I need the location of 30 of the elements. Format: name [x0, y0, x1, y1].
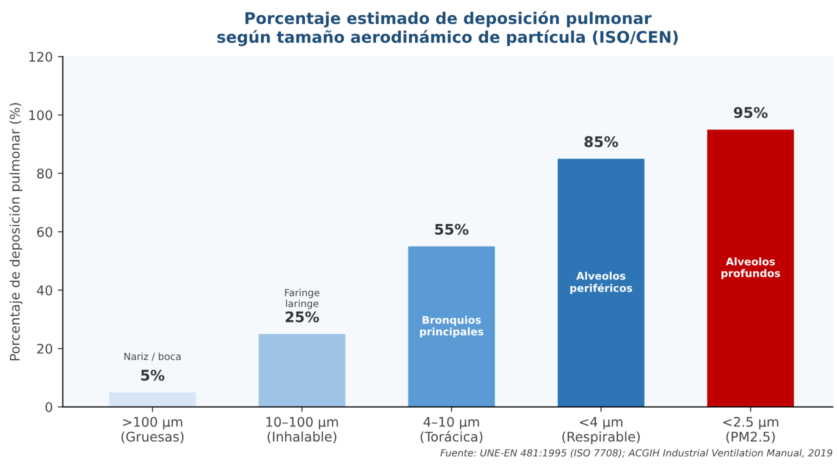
chart-title: Porcentaje estimado de deposición pulmonar según tamaño aerodinámico de partícula (ISO/CEN) — [217, 11, 678, 46]
data-label: 85% — [584, 136, 618, 148]
y-tick-label: 100 — [29, 110, 52, 120]
annotation: Bronquios principales — [420, 316, 484, 338]
source-note: Fuente: UNE-EN 481:1995 (ISO 7708); ACGIH Industrial Ventilation Manual, 2019 — [440, 449, 832, 458]
x-tick-label: <2.5 µm (PM2.5) — [723, 416, 778, 444]
annotation: Alveolos profundos — [721, 257, 780, 280]
x-tick-label: >100 µm (Gruesas) — [121, 416, 184, 444]
y-tick-label: 60 — [37, 226, 52, 237]
x-tick-label: 4–10 µm (Torácica) — [420, 416, 482, 444]
y-axis-title: Porcentaje de deposición pulmonar (%) — [9, 103, 22, 360]
y-tick-label: 80 — [37, 168, 52, 179]
bar — [558, 158, 644, 407]
bar — [109, 392, 196, 407]
x-tick-label: 10–100 µm (Inhalable) — [266, 416, 338, 444]
y-tick-label: 0 — [46, 402, 52, 412]
data-label: 55% — [435, 224, 469, 235]
annotation: Nariz / boca — [124, 352, 181, 361]
bar — [258, 334, 346, 407]
data-label: 25% — [286, 311, 319, 322]
y-tick-label: 20 — [37, 344, 52, 354]
bar — [408, 246, 495, 407]
annotation: Alveolos periféricos — [570, 272, 632, 294]
data-label: 95% — [734, 106, 768, 118]
y-tick-label: 40 — [36, 285, 52, 296]
annotation: Faringe laringe — [285, 288, 320, 310]
data-label: 5% — [141, 370, 164, 381]
x-tick-label: <4 µm (Respirable) — [562, 417, 640, 444]
y-tick-label: 120 — [29, 52, 52, 62]
bar — [707, 130, 794, 407]
